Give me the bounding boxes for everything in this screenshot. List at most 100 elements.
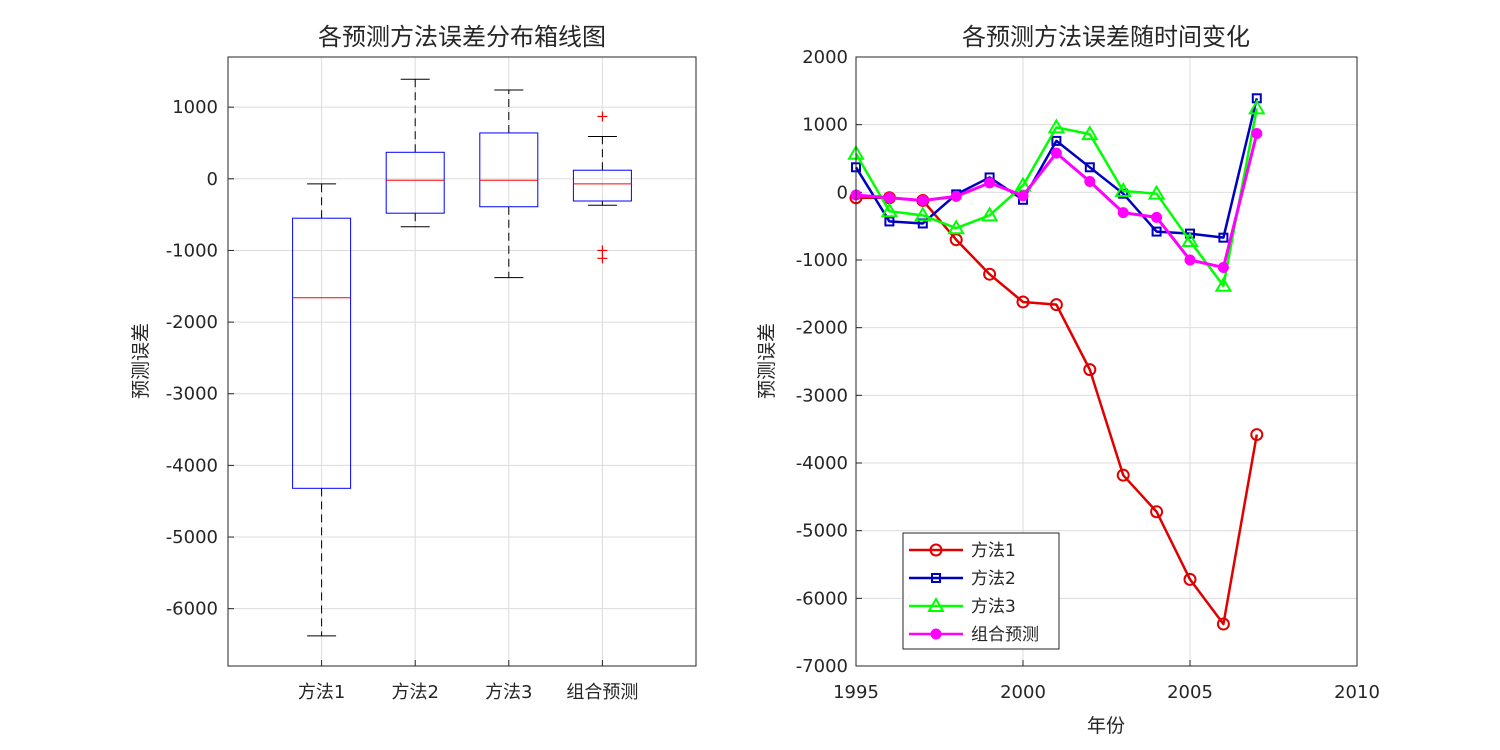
data-point xyxy=(880,202,899,218)
line-chart-y-tick-label: 1000 xyxy=(802,115,848,136)
data-point xyxy=(1183,572,1197,586)
boxplot-y-tick-label: -2000 xyxy=(166,312,218,333)
data-point xyxy=(1047,118,1066,134)
legend-marker xyxy=(931,573,941,583)
line-chart-axes-frame xyxy=(855,56,1358,667)
legend-entry: 方法1 xyxy=(909,541,1016,561)
line-chart-title: 各预测方法误差随时间变化 xyxy=(962,23,1250,51)
boxplot-category-label: 方法3 xyxy=(485,682,532,703)
data-point xyxy=(1050,147,1062,159)
data-point xyxy=(917,194,929,206)
legend-marker xyxy=(929,543,943,557)
data-point xyxy=(1216,617,1230,631)
boxplot-y-tick-label: -4000 xyxy=(166,455,218,476)
data-point xyxy=(1150,505,1164,519)
boxplot-box-group xyxy=(479,89,539,279)
line-chart-x-tick-label: 2000 xyxy=(1000,682,1046,703)
data-point xyxy=(1217,261,1229,273)
series-3 xyxy=(847,99,1266,292)
data-point xyxy=(1114,181,1132,197)
data-point xyxy=(950,190,962,202)
outlier-marker xyxy=(597,253,608,264)
data-point xyxy=(1151,226,1162,237)
boxplot-category-label: 组合预测 xyxy=(566,682,638,703)
line-chart-x-tick-label: 2010 xyxy=(1334,682,1380,703)
legend-entry: 方法3 xyxy=(909,597,1016,617)
legend-entry: 方法2 xyxy=(909,569,1016,589)
data-point xyxy=(1251,127,1263,139)
data-point xyxy=(947,219,965,235)
boxplot-y-tick-label: -1000 xyxy=(166,240,218,261)
boxplot-y-tick-label: -3000 xyxy=(166,384,218,405)
line-chart-x-tick-label: 1995 xyxy=(833,682,879,703)
data-point xyxy=(884,216,895,227)
data-point xyxy=(1218,232,1229,243)
data-point xyxy=(1250,428,1264,442)
box xyxy=(479,132,539,208)
line-chart-y-tick-label: -2000 xyxy=(796,318,848,339)
data-point xyxy=(1184,254,1196,266)
legend-box xyxy=(902,532,1060,650)
data-point xyxy=(883,192,895,204)
legend-label: 组合预测 xyxy=(971,625,1039,645)
outlier-marker xyxy=(597,111,608,122)
data-point xyxy=(1151,211,1163,223)
boxplot-box-group xyxy=(292,183,352,637)
legend-entry: 组合预测 xyxy=(909,625,1039,645)
boxplot-category-label: 方法2 xyxy=(391,682,438,703)
box xyxy=(385,151,445,214)
data-point xyxy=(980,206,999,222)
boxplot-box-group xyxy=(572,111,632,264)
boxplot-chart: 各预测方法误差分布箱线图 预测误差 1000 0 -1000 -2000 -3000 -4… xyxy=(130,23,697,703)
line-chart-y-tick-label: -1000 xyxy=(796,250,848,271)
boxplot-y-tick-label: -6000 xyxy=(166,599,218,620)
data-point xyxy=(1051,135,1062,146)
data-point xyxy=(1147,184,1166,200)
line-chart-y-axis-label: 预测误差 xyxy=(756,323,778,399)
data-point xyxy=(984,177,996,189)
line-chart-y-tick-label: -4000 xyxy=(796,453,848,474)
data-point xyxy=(1049,298,1063,312)
line-chart-y-tick-label: -5000 xyxy=(796,521,848,542)
boxplot-y-tick-label: 0 xyxy=(207,169,218,190)
data-point xyxy=(1017,190,1029,202)
data-point xyxy=(1084,176,1096,188)
line-chart-y-tick-label: 0 xyxy=(837,182,848,203)
data-point xyxy=(1116,468,1130,482)
boxplot-plot-area xyxy=(228,57,696,666)
data-point xyxy=(983,267,997,281)
data-point xyxy=(1117,207,1129,219)
data-point xyxy=(949,233,963,247)
line-chart-y-tick-label: -7000 xyxy=(796,656,848,677)
box xyxy=(292,217,352,489)
boxplot-box-group xyxy=(385,78,445,228)
data-point xyxy=(1083,363,1097,377)
series-line xyxy=(854,108,1259,287)
boxplot-y-axis-label: 预测误差 xyxy=(130,323,152,399)
boxplot-y-tick-label: -5000 xyxy=(166,527,218,548)
line-chart-x-axis-label: 年份 xyxy=(1087,715,1125,737)
boxplot-axes-frame xyxy=(227,56,697,667)
data-point xyxy=(914,206,932,222)
boxplot-title: 各预测方法误差分布箱线图 xyxy=(318,23,606,51)
line-chart-y-tick-label: -3000 xyxy=(796,385,848,406)
boxplot-y-tick-label: 1000 xyxy=(172,97,218,118)
boxplot-category-label: 方法1 xyxy=(298,682,345,703)
line-chart: 各预测方法误差随时间变化 预测误差 年份 2000 1000 0 -1000 -2000… xyxy=(756,23,1380,737)
legend-label: 方法3 xyxy=(971,597,1016,617)
legend-label: 方法2 xyxy=(971,569,1016,589)
box xyxy=(572,169,632,202)
line-chart-x-tick-label: 2005 xyxy=(1167,682,1213,703)
data-point xyxy=(1214,276,1233,292)
data-point xyxy=(1081,125,1099,141)
data-point xyxy=(1016,295,1030,309)
legend-label: 方法1 xyxy=(971,541,1016,561)
line-chart-y-tick-label: -6000 xyxy=(796,588,848,609)
line-chart-y-tick-label: 2000 xyxy=(802,47,848,68)
data-point xyxy=(1181,232,1199,248)
data-point xyxy=(1248,99,1266,115)
legend: 方法1 方法2 方法3 组合预测 xyxy=(902,532,1060,650)
legend-marker xyxy=(927,597,945,612)
legend-marker xyxy=(930,628,942,640)
